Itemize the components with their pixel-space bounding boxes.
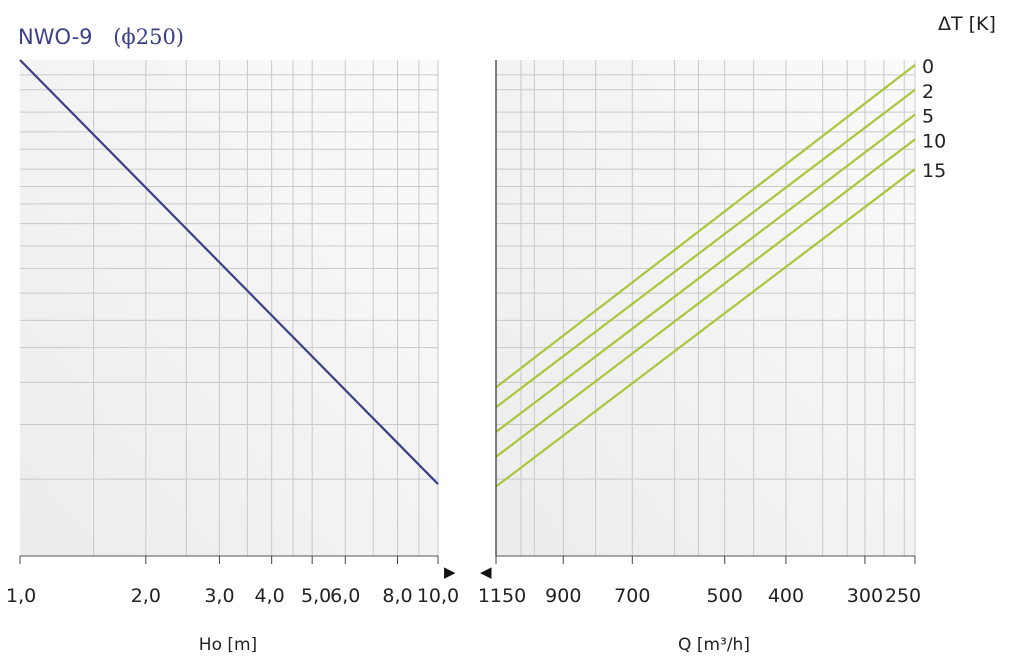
right-x-tick-label: 400: [768, 585, 804, 607]
legend-title: ΔT [K]: [938, 13, 996, 35]
series-line-dt-10: [495, 138, 916, 458]
left-x-tick-label: 1,0: [6, 585, 36, 607]
chart-title: NWO-9 (ϕ250): [18, 25, 184, 49]
arrow-left-icon: ◀: [480, 563, 492, 581]
tick-labels: 1,0 2,0 3,0 4,0 5,06,0 8,0 10,0 1150 900 700 500 40…: [6, 585, 921, 607]
chart-title-text: NWO-9: [18, 25, 93, 49]
legend-label-dt-0: 0: [922, 56, 934, 78]
legend-label-dt-5: 5: [922, 106, 934, 128]
right-x-tick-label: 900: [545, 585, 581, 607]
series-line-dt-5: [495, 113, 916, 433]
right-x-tick-label: 700: [614, 585, 650, 607]
series-line-dt-15: [495, 168, 916, 488]
grid-lines: [20, 60, 916, 556]
left-x-tick-label: 10,0: [417, 585, 459, 607]
arrow-right-icon: ▶: [444, 563, 456, 581]
legend-labels: 0 2 510 15: [922, 56, 946, 182]
left-x-tick-label: 4,0: [255, 585, 285, 607]
right-x-tick-label: 300: [847, 585, 883, 607]
legend-label-dt-10: 10: [922, 130, 946, 152]
left-plot-panel: [20, 60, 438, 556]
right-x-tick-label: 250: [885, 585, 921, 607]
legend-label-dt-15: 15: [922, 160, 946, 182]
left-x-tick-label: 8,0: [382, 585, 412, 607]
left-x-tick-label: 6,0: [330, 585, 360, 607]
right-x-tick-label: 1150: [478, 585, 526, 607]
tick-marks: [19, 556, 916, 564]
chart-title-symbol: (ϕ250): [113, 25, 184, 49]
legend-label-dt-2: 2: [922, 81, 934, 103]
right-x-tick-label: 500: [707, 585, 743, 607]
left-series-line: [19, 59, 439, 485]
left-x-axis-label: Ho [m]: [199, 635, 257, 655]
left-x-tick-label: 3,0: [204, 585, 234, 607]
left-x-tick-label: 5,0: [301, 585, 331, 607]
left-x-tick-label: 2,0: [131, 585, 161, 607]
right-x-axis-label: Q [m³/h]: [678, 635, 750, 655]
series-group: [19, 59, 916, 488]
right-plot-panel: [496, 60, 915, 556]
series-line-dt-2: [495, 88, 916, 409]
series-line-dt-0: [495, 64, 916, 389]
